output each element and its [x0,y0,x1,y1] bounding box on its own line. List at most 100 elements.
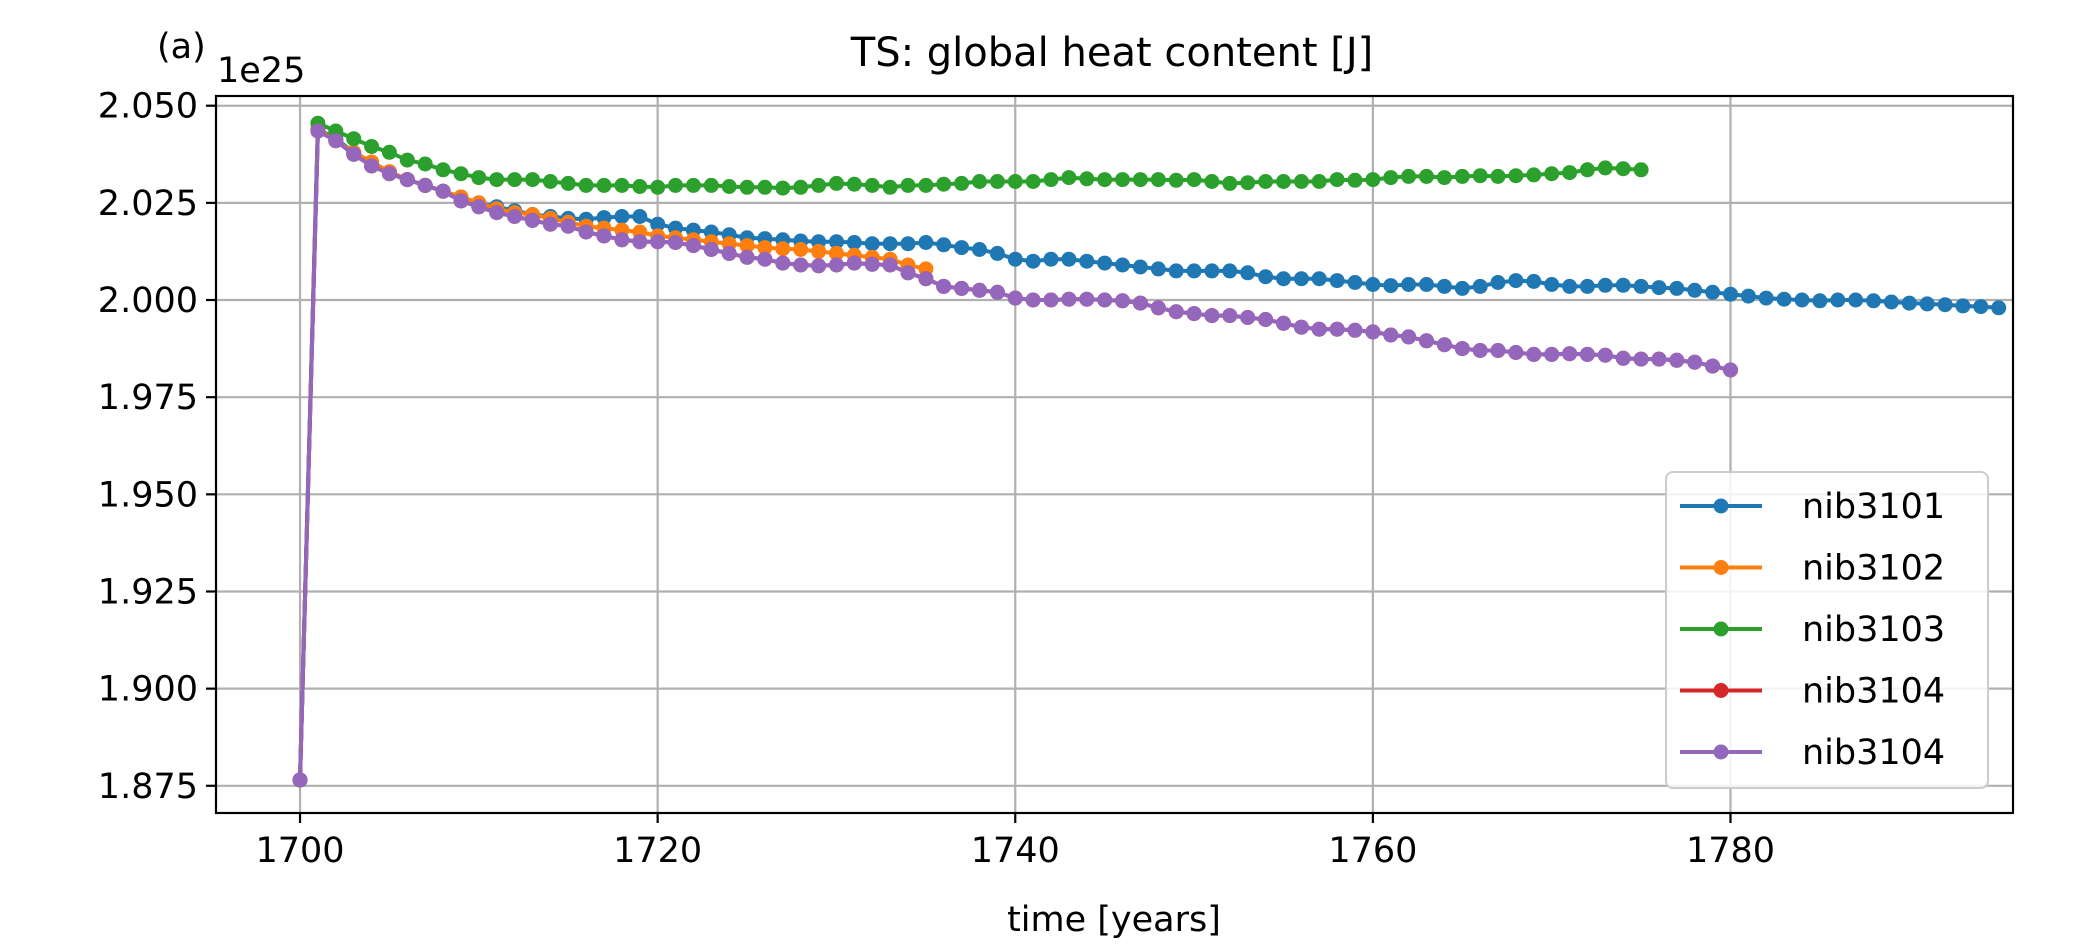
legend-marker [1713,560,1729,575]
data-point [417,177,433,193]
data-point [1508,168,1524,184]
data-point [882,257,898,273]
data-point [1007,174,1023,189]
data-point [1633,351,1649,367]
data-point [829,175,844,191]
data-point [346,146,362,162]
data-point [1168,304,1184,320]
data-point [1472,168,1488,184]
data-point [310,123,326,139]
data-point [1043,172,1059,188]
legend-entry: nib3104 [1680,672,1945,712]
data-point [1544,166,1560,182]
data-point [918,271,934,287]
legend-marker [1713,621,1729,637]
data-point [489,172,505,188]
data-point [1150,172,1166,188]
legend-box [1665,471,1989,789]
data-point [936,237,952,253]
data-point [328,133,344,149]
data-point [1043,251,1059,267]
data-point [1150,261,1166,277]
data-point [882,236,898,252]
data-point [1615,161,1631,177]
data-point [507,209,523,224]
data-point [1311,271,1327,287]
data-point [900,236,916,252]
data-point [489,205,505,221]
data-point [882,179,898,195]
data-point [1883,294,1899,310]
data-point [1544,277,1560,292]
data-point [1436,170,1452,186]
data-point [775,241,791,257]
data-point [1669,352,1685,368]
data-point [1669,280,1685,296]
data-point [1436,278,1452,294]
data-point [364,139,380,154]
data-point [1436,337,1452,353]
data-point [1025,174,1041,189]
y-tick-label: 2.050 [98,87,198,127]
data-point [1025,253,1041,269]
data-point [972,242,987,257]
y-tick-label: 1.950 [98,475,198,515]
data-point [1490,343,1506,358]
data-point [650,234,666,250]
data-point [811,177,827,193]
data-point [685,238,701,254]
data-point [525,212,540,228]
data-point [1597,277,1613,293]
data-point [1240,310,1256,325]
data-point [1204,308,1220,324]
data-point [1258,174,1274,189]
data-point [685,177,701,193]
data-point [1705,358,1721,374]
data-point [739,249,755,265]
data-point [989,284,1005,300]
data-point [1347,172,1363,188]
series-5 [292,123,1738,788]
data-point [596,210,612,226]
legend-entry: nib3101 [1680,487,1945,527]
data-point [1687,354,1703,370]
data-point [578,224,594,240]
data-point [846,255,862,271]
data-point [364,158,380,174]
data-point [614,209,630,224]
data-point [614,232,630,248]
data-point [1258,312,1274,327]
y-offset-label: 1e25 [217,51,305,91]
data-point [757,240,773,256]
data-point [1311,321,1327,337]
legend-label: nib3104 [1802,672,1945,712]
data-point [1222,263,1238,279]
data-point [1615,277,1631,293]
legend-label: nib3102 [1802,549,1945,589]
data-point [989,245,1005,261]
data-point [1651,280,1667,296]
data-point [560,175,576,191]
data-point [1240,175,1256,191]
data-point [1061,291,1077,307]
legend-entries: nib3101 nib3102 nib3103 nib3104 nib3104 [1680,487,1945,773]
data-point [1991,300,2007,316]
data-point [954,280,970,296]
series-layer [292,115,2007,788]
data-point [1544,346,1560,362]
data-point [1347,322,1363,338]
data-point [829,257,844,273]
data-point [757,179,773,195]
y-tick-label: 1.875 [98,767,198,807]
data-point [1097,172,1113,188]
chart-title: TS: global heat content [J] [850,30,1373,76]
data-point [1901,295,1917,311]
data-point [829,245,844,261]
data-point [1579,162,1595,178]
data-point [1454,280,1470,296]
x-tick-label: 1760 [1328,831,1417,871]
data-point [775,180,791,196]
data-point [1240,265,1256,281]
data-point [417,156,433,172]
data-point [864,236,880,252]
